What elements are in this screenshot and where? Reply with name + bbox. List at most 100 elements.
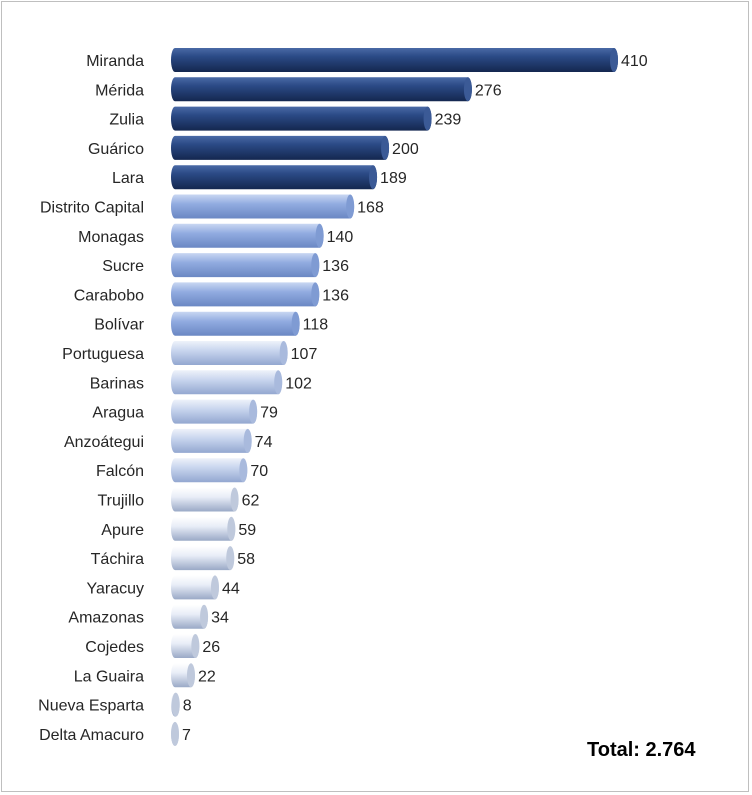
bar-group-carabobo: Carabobo 136 [74,282,349,307]
bar-trujillo [171,487,239,512]
bar-group-aragua: Aragua 79 [92,399,278,424]
bar-group-miranda: Miranda 410 [86,48,648,72]
bar-cap-barinas [274,370,283,395]
bar-cap-nueva-esparta [171,692,180,717]
bar-barinas [171,370,283,395]
bar-group-tachira: Táchira 58 [91,546,255,571]
category-label-portuguesa: Portuguesa [62,346,144,363]
bar-cap-la-guaira [186,663,195,688]
category-label-nueva-esparta: Nueva Esparta [38,698,144,715]
bar-guarico [171,135,390,160]
bar-monagas [171,223,324,248]
bar-bolivar [171,311,300,336]
category-label-amazonas: Amazonas [68,610,144,627]
bar-cap-cojedes [191,634,200,658]
bar-sucre [171,253,320,278]
bar-zulia [171,106,432,131]
bar-group-lara: Lara 189 [112,165,407,190]
bar-cap-tachira [226,546,235,571]
bar-cap-zulia [423,106,432,131]
value-label-sucre: 136 [322,258,349,275]
bar-group-barinas: Barinas 102 [90,370,312,395]
value-label-barinas: 102 [285,375,312,392]
bar-cap-merida [463,77,472,102]
category-label-anzoategui: Anzoátegui [64,434,144,451]
bar-cap-trujillo [230,487,239,512]
bar-group-zulia: Zulia 239 [109,106,462,131]
value-label-carabobo: 136 [322,287,349,304]
bar-group-portuguesa: Portuguesa 107 [62,341,317,365]
bar-group-sucre: Sucre 136 [102,253,349,278]
bar-cap-monagas [315,223,324,248]
category-label-sucre: Sucre [102,258,144,275]
bar-apure [171,516,236,541]
value-label-trujillo: 62 [242,493,260,510]
bar-group-yaracuy: Yaracuy 44 [86,575,240,600]
category-label-zulia: Zulia [109,112,144,129]
bar-cap-aragua [249,399,258,424]
bar-cap-anzoategui [243,428,252,453]
bar-group-la-guaira: La Guaira 22 [74,663,216,688]
value-label-anzoategui: 74 [255,434,273,451]
category-label-apure: Apure [101,522,144,539]
bar-cap-apure [227,516,236,541]
bar-yaracuy [171,575,219,600]
bar-tachira [171,546,235,571]
value-label-guarico: 200 [392,141,419,158]
bar-cap-distrito-capital [346,194,355,219]
category-label-trujillo: Trujillo [97,493,144,510]
bar-group-anzoategui: Anzoátegui 74 [64,428,273,453]
value-label-cojedes: 26 [202,639,220,656]
bar-group-nueva-esparta: Nueva Esparta 8 [38,692,192,717]
bar-cap-portuguesa [279,341,288,365]
bar-group-distrito-capital: Distrito Capital 168 [40,194,384,219]
value-label-monagas: 140 [327,229,354,246]
value-label-delta-amacuro: 7 [182,727,191,744]
bar-falcon [171,458,248,483]
value-label-merida: 276 [475,82,502,99]
category-label-falcon: Falcón [96,463,144,480]
value-label-bolivar: 118 [303,317,329,334]
value-label-nueva-esparta: 8 [183,698,192,715]
bar-group-cojedes: Cojedes 26 [85,634,220,658]
value-label-yaracuy: 44 [222,580,240,597]
total-label: Total: 2.764 [587,739,696,761]
value-label-distrito-capital: 168 [357,200,384,217]
category-label-distrito-capital: Distrito Capital [40,200,144,217]
bar-group-guarico: Guárico 200 [88,135,419,160]
bar-carabobo [171,282,320,307]
bar-group-falcon: Falcón 70 [96,458,268,483]
value-label-zulia: 239 [435,112,462,129]
bar-cap-delta-amacuro [171,721,179,746]
value-label-miranda: 410 [621,53,648,70]
category-label-monagas: Monagas [78,229,144,246]
bar-cap-falcon [239,458,248,483]
category-label-delta-amacuro: Delta Amacuro [39,727,144,744]
category-label-barinas: Barinas [90,375,144,392]
value-label-tachira: 58 [237,551,255,568]
bar-miranda [171,48,618,72]
bar-group-delta-amacuro: Delta Amacuro 7 [39,721,191,746]
category-label-bolivar: Bolívar [94,317,144,334]
bars-layer: Miranda 410 Mérida 276 Zulia 239 Guárico 200 Lar… [38,48,648,746]
bar-anzoategui [171,428,252,453]
category-label-tachira: Táchira [91,551,144,568]
bar-group-merida: Mérida 276 [95,77,502,102]
value-label-apure: 59 [238,522,256,539]
bar-group-monagas: Monagas 140 [78,223,354,248]
value-label-amazonas: 34 [211,610,229,627]
bar-cap-carabobo [311,282,320,307]
bar-group-trujillo: Trujillo 62 [97,487,260,512]
bar-merida [171,77,472,102]
category-label-aragua: Aragua [92,405,144,422]
bar-aragua [171,399,258,424]
bar-cap-sucre [311,253,320,278]
bar-cap-yaracuy [210,575,219,600]
value-label-aragua: 79 [260,405,278,422]
bar-distrito-capital [171,194,355,219]
category-label-merida: Mérida [95,82,144,99]
bar-group-amazonas: Amazonas 34 [68,604,229,629]
category-label-lara: Lara [112,170,144,187]
